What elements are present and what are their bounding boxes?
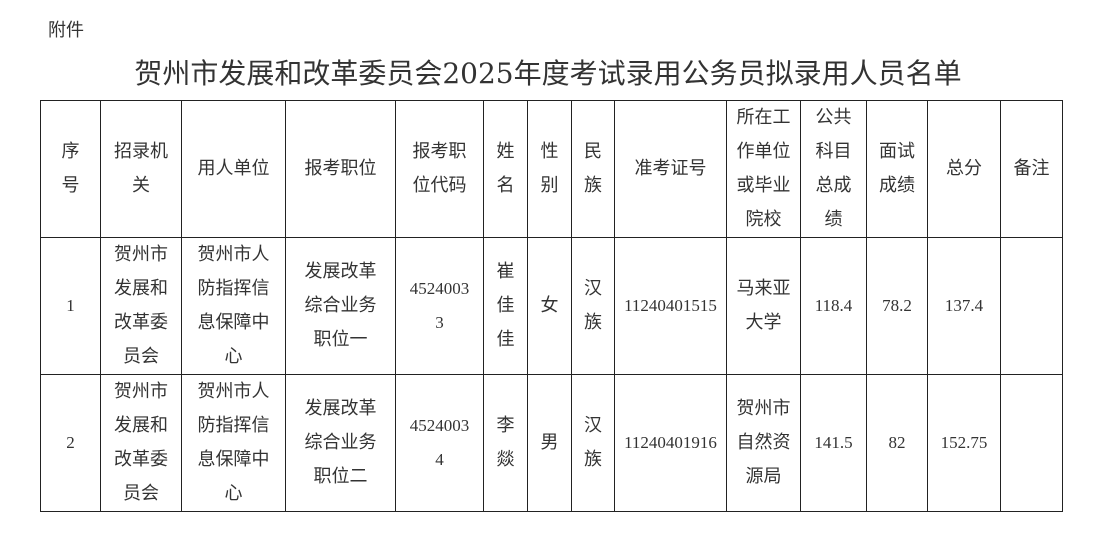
header-cell: 性别: [527, 100, 572, 238]
header-cell: 备注: [1000, 100, 1063, 238]
cell-position: 发展改革综合业务职位一: [285, 237, 396, 375]
header-cell: 准考证号: [614, 100, 727, 238]
cell-school: 贺州市自然资源局: [726, 374, 801, 512]
page-title: 贺州市发展和改革委员会2025年度考试录用公务员拟录用人员名单: [134, 57, 962, 90]
cell-interview-score: 82: [866, 374, 928, 512]
cell-position-code: 45240033: [395, 237, 484, 375]
cell-name: 崔佳佳: [483, 237, 528, 375]
header-cell: 用人单位: [181, 100, 286, 238]
attachment-label: 附件: [48, 20, 84, 41]
header-cell: 所在工作单位或毕业院校: [726, 100, 801, 238]
header-cell: 姓名: [483, 100, 528, 238]
header-cell: 民族: [571, 100, 615, 238]
table-row: 2 贺州市发展和改革委员会 贺州市人防指挥信息保障中心 发展改革综合业务职位二 …: [40, 374, 1063, 512]
cell-position-code: 45240034: [395, 374, 484, 512]
cell-ethnicity: 汉族: [571, 374, 615, 512]
cell-remarks: [1000, 237, 1063, 375]
cell-interview-score: 78.2: [866, 237, 928, 375]
cell-remarks: [1000, 374, 1063, 512]
cell-gender: 女: [527, 237, 572, 375]
header-cell: 总分: [927, 100, 1001, 238]
cell-gender: 男: [527, 374, 572, 512]
cell-written-score: 141.5: [800, 374, 867, 512]
header-cell: 公共科目总成绩: [800, 100, 867, 238]
cell-index: 1: [40, 237, 101, 375]
cell-agency: 贺州市发展和改革委员会: [100, 237, 182, 375]
cell-index: 2: [40, 374, 101, 512]
header-cell: 面试成绩: [866, 100, 928, 238]
table-row: 1 贺州市发展和改革委员会 贺州市人防指挥信息保障中心 发展改革综合业务职位一 …: [40, 237, 1063, 375]
cell-school: 马来亚大学: [726, 237, 801, 375]
header-cell: 序号: [40, 100, 101, 238]
header-cell: 招录机关: [100, 100, 182, 238]
cell-total: 152.75: [927, 374, 1001, 512]
cell-unit: 贺州市人防指挥信息保障中心: [181, 374, 286, 512]
candidate-table: 序号 招录机关 用人单位 报考职位 报考职位代码 姓名 性别 民族 准考证号 所…: [40, 100, 1063, 512]
header-cell: 报考职位: [285, 100, 396, 238]
header-cell: 报考职位代码: [395, 100, 484, 238]
cell-ethnicity: 汉族: [571, 237, 615, 375]
header-row: 序号 招录机关 用人单位 报考职位 报考职位代码 姓名 性别 民族 准考证号 所…: [40, 100, 1063, 238]
cell-exam-id: 11240401916: [614, 374, 727, 512]
cell-unit: 贺州市人防指挥信息保障中心: [181, 237, 286, 375]
cell-agency: 贺州市发展和改革委员会: [100, 374, 182, 512]
cell-name: 李燚: [483, 374, 528, 512]
cell-exam-id: 11240401515: [614, 237, 727, 375]
cell-position: 发展改革综合业务职位二: [285, 374, 396, 512]
cell-total: 137.4: [927, 237, 1001, 375]
cell-written-score: 118.4: [800, 237, 867, 375]
